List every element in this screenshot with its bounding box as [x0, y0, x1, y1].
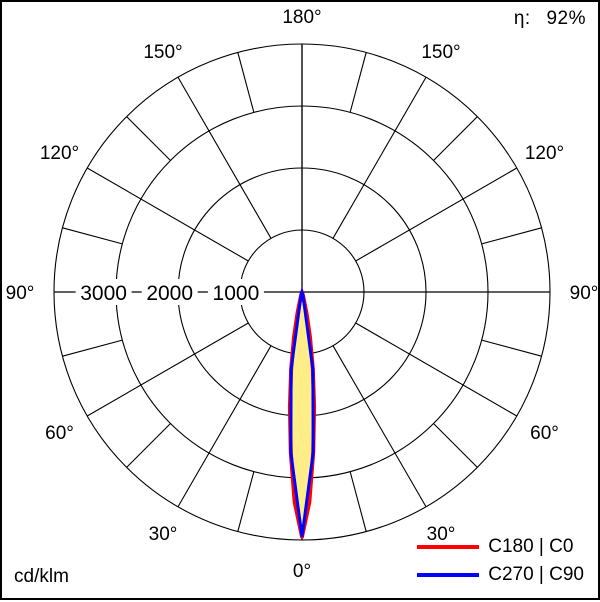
line-swatch-icon [417, 573, 480, 577]
angle-tick-label: 150° [143, 42, 182, 63]
legend-label: C270 | C90 [488, 564, 584, 585]
curve-c180-c0 [287, 290, 317, 539]
radial-tick-label: 3000 [80, 282, 127, 305]
units-label: cd/klm [14, 566, 69, 587]
angle-tick-label: 30° [149, 524, 178, 545]
legend-item-c180-c0: C180 | C0 [417, 536, 573, 558]
radial-tick-labels: 3000 2000 1000 [75, 279, 264, 305]
efficiency-value: 92% [546, 8, 586, 29]
legend-item-c270-c90: C270 | C90 [417, 564, 584, 586]
efficiency-label: η: [513, 8, 531, 29]
radial-tick-label: 1000 [213, 282, 260, 305]
efficiency-readout: η: 92% [514, 8, 586, 30]
radial-label-backdrop [141, 279, 198, 305]
legend-label: C180 | C0 [488, 536, 574, 557]
angle-tick-label: 120° [525, 143, 564, 164]
angle-tick-label: 90° [6, 283, 35, 304]
angle-tick-labels: 180° 150° 150° 120° 120° 90° 90° 60° 60° 30° 30° 0° [6, 7, 599, 582]
angle-tick-label: 60° [45, 423, 74, 444]
legend: C180 | C0 C270 | C90 [417, 536, 584, 586]
angle-tick-label: 30° [427, 524, 456, 545]
angle-tick-label: 180° [282, 7, 321, 28]
radial-label-backdrop [75, 279, 132, 305]
angle-tick-label: 90° [570, 283, 599, 304]
radial-tick-label: 2000 [146, 282, 193, 305]
line-swatch-icon [417, 545, 480, 549]
angle-tick-label: 150° [421, 42, 460, 63]
polar-curves [287, 286, 317, 539]
angle-tick-label: 120° [40, 143, 79, 164]
angle-tick-label: 0° [293, 561, 311, 582]
curve-c270-c90 [289, 286, 315, 537]
angle-tick-label: 60° [530, 423, 559, 444]
radial-label-backdrop [207, 279, 264, 305]
